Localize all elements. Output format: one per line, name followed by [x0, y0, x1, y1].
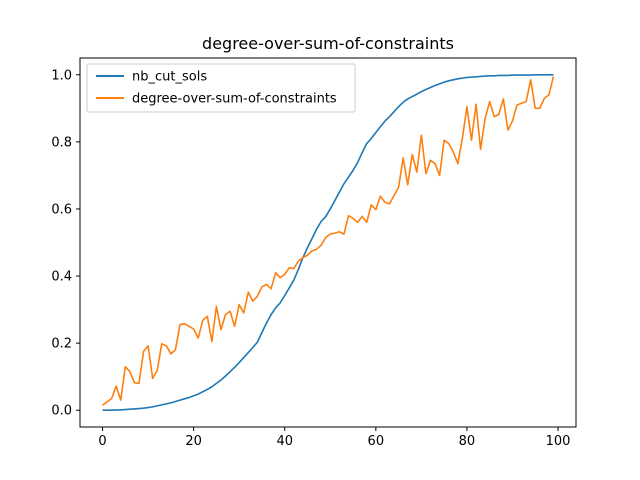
y-tick-label: 0.0 [51, 404, 72, 419]
chart-title: degree-over-sum-of-constraints [202, 34, 454, 53]
plot-frame [79, 57, 577, 428]
legend-label-nb-cut-sols: nb_cut_sols [132, 70, 207, 85]
y-tick-label: 0.2 [51, 337, 72, 352]
y-tick-label: 0.8 [51, 135, 72, 150]
x-tick-label: 60 [368, 434, 385, 449]
y-tick-label: 0.4 [51, 270, 72, 285]
axes: 0 20 40 60 80 100 0.0 0.2 0.4 0.6 0.8 1.0 [51, 57, 577, 449]
y-tick-label: 0.6 [51, 202, 72, 217]
legend-label-degree-over-sum-of-constraints: degree-over-sum-of-constraints [132, 92, 337, 107]
legend-box [86, 63, 356, 113]
series-line-degree-over-sum-of-constraints [102, 76, 555, 406]
x-tick-label: 40 [276, 434, 293, 449]
x-tick-label: 100 [546, 434, 571, 449]
plot-area [102, 73, 555, 412]
x-tick-label: 0 [98, 434, 106, 449]
x-tick-label: 80 [459, 434, 476, 449]
y-tick-label: 1.0 [51, 68, 72, 83]
series-line-nb-cut-sols [102, 73, 554, 412]
x-tick-label: 20 [185, 434, 202, 449]
legend: nb_cut_sols degree-over-sum-of-constrain… [86, 63, 356, 113]
